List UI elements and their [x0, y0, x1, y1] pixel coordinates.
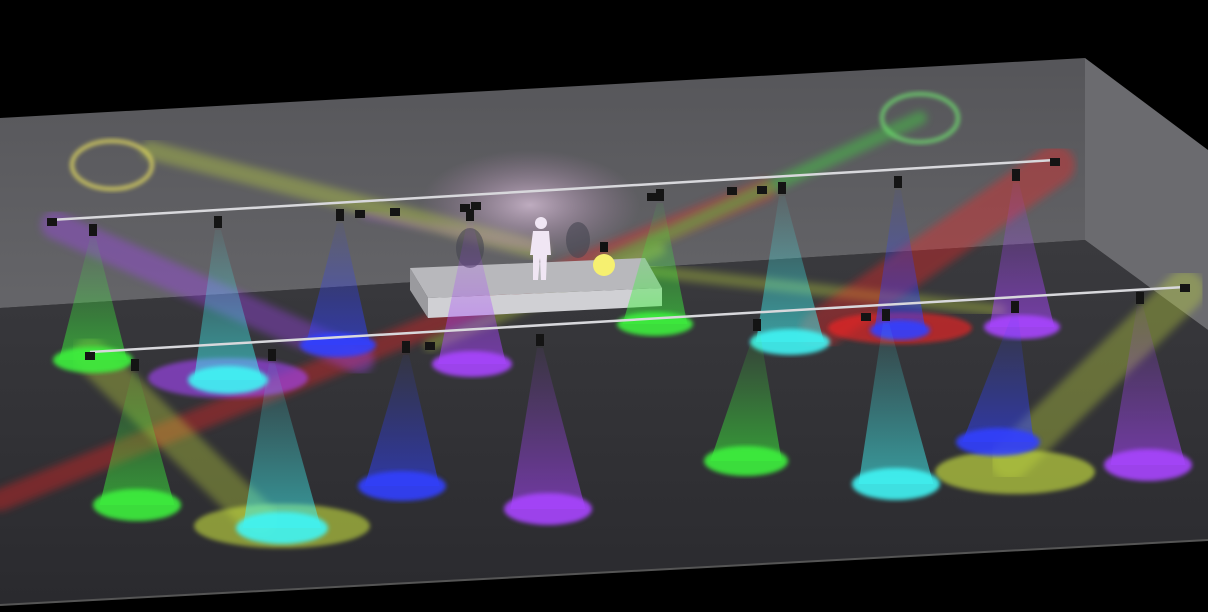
light-spot [704, 446, 788, 476]
gobo-ring [880, 92, 960, 144]
fixture [1136, 292, 1144, 304]
fixture [1050, 158, 1060, 166]
floor-edge [0, 539, 1208, 606]
light-cone [710, 333, 782, 461]
fixture [894, 176, 902, 188]
light-cone [622, 203, 688, 324]
light-spot [984, 315, 1060, 339]
beam [72, 337, 278, 538]
right-wall [1085, 58, 1208, 330]
fixture [425, 342, 435, 350]
light-spot [236, 512, 328, 544]
light-spot [1104, 449, 1192, 481]
light-cone [99, 373, 175, 505]
light-spot [956, 428, 1040, 456]
light-spot [432, 351, 512, 377]
sphere-light [593, 254, 615, 276]
performer [530, 217, 551, 280]
fixtures [47, 158, 1190, 371]
fixture [131, 359, 139, 371]
performer-body [530, 231, 551, 280]
front-truss [89, 285, 1186, 354]
light-cone [364, 355, 440, 486]
cones [53, 183, 1192, 548]
light-spot [852, 468, 940, 500]
beam [634, 264, 1006, 316]
light-cone [962, 315, 1034, 442]
fixture [214, 216, 222, 228]
light-cone [510, 348, 586, 509]
fixture [390, 208, 400, 216]
stage-side [410, 268, 428, 318]
light-spot [750, 329, 830, 355]
gobo-ring [70, 139, 154, 191]
fixture [268, 349, 276, 361]
light-spot [504, 493, 592, 525]
fixture [536, 334, 544, 346]
light-spot [870, 320, 930, 340]
light-cone [242, 363, 322, 528]
fixture [402, 341, 410, 353]
fixture [600, 242, 608, 252]
fixture [753, 319, 761, 331]
back-truss [49, 158, 1056, 222]
fixture [89, 224, 97, 236]
fixture [471, 202, 481, 210]
fixture [656, 189, 664, 201]
fixture [336, 209, 344, 221]
shadow-figure [566, 222, 590, 258]
fixture [47, 218, 57, 226]
spot-wash [935, 450, 1095, 494]
fixture [466, 209, 474, 221]
fixture [778, 182, 786, 194]
light-cone [989, 183, 1055, 327]
light-cone [1110, 306, 1186, 465]
performer-head [535, 217, 547, 229]
fixture [882, 309, 890, 321]
light-spot [188, 366, 268, 394]
light-cone [305, 223, 371, 345]
fixture [460, 204, 470, 212]
fixture [355, 210, 365, 218]
light-spot [358, 471, 446, 501]
fixture [727, 187, 737, 195]
fixture [1011, 301, 1019, 313]
fixture [757, 186, 767, 194]
fixture [1012, 169, 1020, 181]
light-spot [93, 489, 181, 521]
light-spot [617, 312, 693, 336]
light-cone [756, 196, 824, 342]
fixture [861, 313, 871, 321]
fixture [85, 352, 95, 360]
light-cone [59, 238, 127, 360]
beam [990, 270, 1205, 480]
light-cone [858, 323, 934, 484]
light-cone [874, 190, 926, 330]
fixture [647, 193, 657, 201]
fixture [1180, 284, 1190, 292]
